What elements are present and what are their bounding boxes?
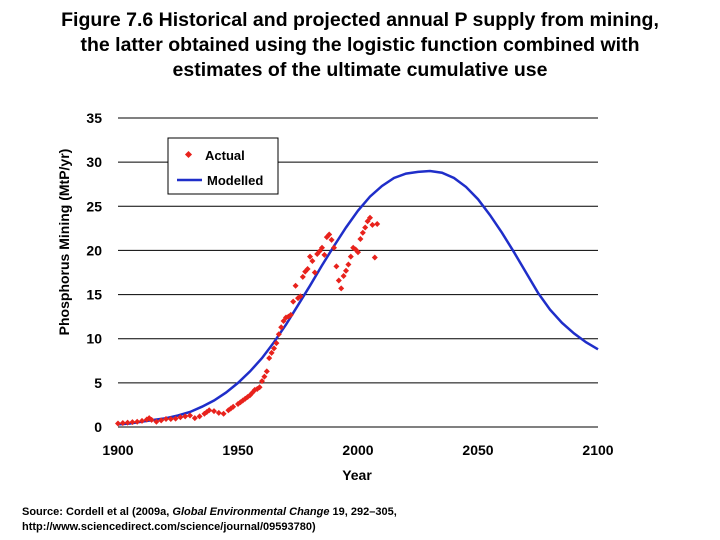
actual-point xyxy=(290,298,297,305)
actual-point xyxy=(153,418,160,425)
y-tick-label: 25 xyxy=(86,198,102,214)
actual-point xyxy=(230,403,237,410)
actual-point xyxy=(182,413,189,420)
actual-point xyxy=(158,417,165,424)
actual-point xyxy=(338,285,345,292)
actual-point xyxy=(333,263,340,270)
actual-point xyxy=(167,416,174,423)
actual-point xyxy=(304,265,311,272)
actual-point xyxy=(129,419,136,426)
title-line-2: the latter obtained using the logistic f… xyxy=(80,34,640,56)
modelled-series xyxy=(117,169,599,426)
actual-point xyxy=(328,236,335,243)
actual-point xyxy=(220,410,227,417)
x-tick-label: 2000 xyxy=(342,442,373,458)
actual-point xyxy=(340,273,347,280)
tick-labels: 0 5 10 15 20 25 30 35 1900 1950 2000 2050 2100 xyxy=(86,110,613,458)
actual-point xyxy=(357,235,364,242)
x-tick-label: 1900 xyxy=(102,442,133,458)
actual-point xyxy=(292,282,299,289)
y-tick-label: 15 xyxy=(86,287,102,303)
y-tick-label: 0 xyxy=(94,419,102,435)
actual-point xyxy=(211,408,217,415)
actual-point xyxy=(187,412,193,419)
x-tick-label: 2050 xyxy=(462,442,493,458)
actual-point xyxy=(343,267,349,274)
actual-point xyxy=(345,261,352,268)
modelled-line xyxy=(117,169,599,426)
legend-modelled-label: Modelled xyxy=(207,173,263,188)
x-tick-label: 2100 xyxy=(582,442,613,458)
title-line-3: estimates of the ultimate cumulative use xyxy=(172,59,548,81)
source-line-2: http://www.sciencedirect.com/science/jou… xyxy=(22,521,316,533)
legend-box xyxy=(167,137,279,195)
actual-point xyxy=(263,368,270,375)
source-journal: Global Environmental Change xyxy=(172,506,330,518)
actual-point xyxy=(311,269,318,276)
actual-point xyxy=(347,253,354,260)
x-axis-label: Year xyxy=(342,467,372,483)
actual-point xyxy=(275,331,282,338)
y-tick-label: 20 xyxy=(86,242,102,258)
actual-point xyxy=(268,349,275,356)
actual-point xyxy=(115,420,121,427)
actual-point xyxy=(124,419,131,426)
source-suffix: 19, 292–305, xyxy=(329,506,397,518)
y-tick-label: 30 xyxy=(86,154,102,170)
actual-point xyxy=(271,345,277,352)
actual-point xyxy=(273,340,280,347)
actual-point xyxy=(319,244,325,251)
actual-point xyxy=(139,417,145,424)
actual-point xyxy=(326,231,333,238)
actual-point xyxy=(321,251,328,258)
actual-point xyxy=(309,258,316,265)
chart-title: Figure 7.6 Historical and projected annu… xyxy=(10,8,710,83)
y-tick-label: 10 xyxy=(86,331,102,347)
actual-point xyxy=(297,293,304,300)
title-line-1: Figure 7.6 Historical and projected annu… xyxy=(61,9,659,31)
actual-point xyxy=(261,373,268,380)
actual-point xyxy=(206,407,213,414)
actual-point xyxy=(177,414,184,421)
actual-point xyxy=(367,214,373,221)
actual-point xyxy=(259,378,265,385)
actual-point xyxy=(299,273,306,280)
legend-actual-label: Actual xyxy=(205,148,245,163)
y-axis-label: Phosphorus Mining (MtP/yr) xyxy=(56,149,72,336)
actual-point xyxy=(359,229,366,236)
actual-point xyxy=(374,220,381,227)
actual-point xyxy=(256,384,263,391)
actual-point xyxy=(119,420,126,427)
actual-point xyxy=(371,254,378,261)
legend: Actual Modelled xyxy=(167,137,279,195)
actual-point xyxy=(369,221,376,228)
actual-point xyxy=(196,413,203,420)
actual-point xyxy=(266,355,273,362)
actual-point xyxy=(287,311,294,318)
actual-point xyxy=(307,253,313,260)
source-prefix: Source: Cordell et al (2009a, xyxy=(22,506,173,518)
source-note: Source: Cordell et al (2009a, Global Env… xyxy=(22,505,397,535)
actual-point xyxy=(362,224,369,231)
actual-point xyxy=(331,244,337,251)
actual-point xyxy=(278,324,285,331)
actual-point xyxy=(191,415,198,422)
actual-point xyxy=(134,418,141,425)
actual-point xyxy=(355,249,361,256)
actual-point xyxy=(172,415,179,422)
legend-actual-marker xyxy=(184,150,193,159)
y-tick-label: 5 xyxy=(94,375,102,391)
actual-point xyxy=(215,409,222,416)
x-tick-label: 1950 xyxy=(222,442,253,458)
source-line-1: Source: Cordell et al (2009a, Global Env… xyxy=(22,505,397,520)
actual-series xyxy=(115,214,381,427)
actual-point xyxy=(163,416,169,423)
actual-point xyxy=(148,416,155,423)
actual-point xyxy=(335,277,342,284)
y-tick-label: 35 xyxy=(86,110,102,126)
